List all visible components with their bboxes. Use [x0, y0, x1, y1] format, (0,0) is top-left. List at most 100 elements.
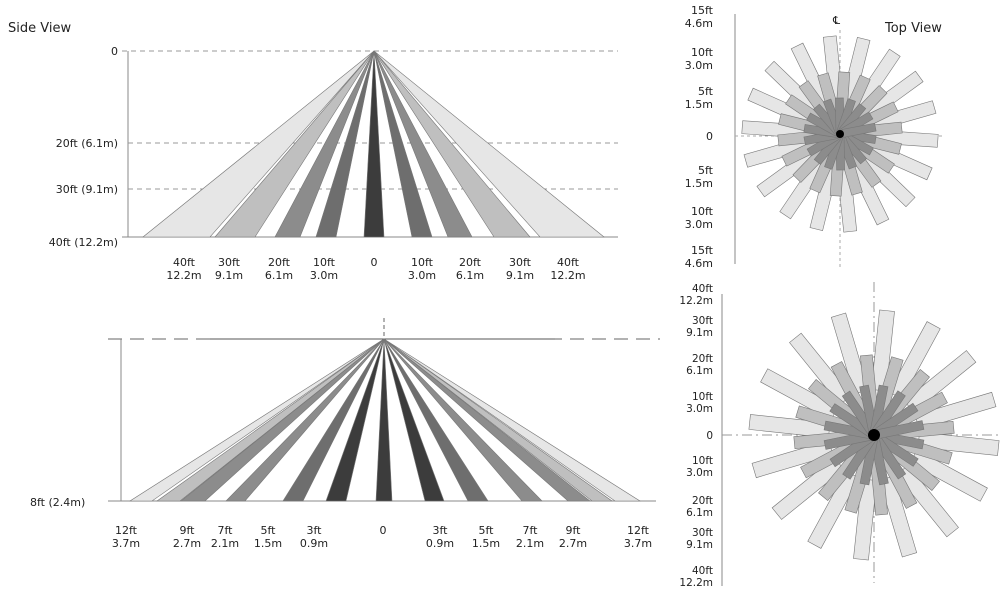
upper-side-beam: [363, 50, 385, 238]
upper-side-x-label-ft: 20ft: [268, 256, 291, 269]
lower-side-x-label-ft: 3ft: [433, 524, 449, 537]
lower-top-beam: [748, 414, 831, 439]
lower-side-x-label-m: 2.7m: [173, 537, 201, 550]
upper-side-beam: [274, 50, 375, 238]
upper-side-x-label-m: 3.0m: [408, 269, 436, 282]
upper-top-y-label-m: 1.5m: [685, 98, 713, 111]
lower-top-y-label-m: 12.2m: [679, 295, 713, 307]
lower-side-beams: [128, 338, 642, 502]
upper-side-y-label-40ft: 40ft (12.2m): [49, 236, 118, 249]
lower-top-beam: [751, 440, 834, 479]
lower-top-y-label-m: 9.1m: [686, 327, 713, 339]
lower-side-beam: [383, 338, 543, 502]
lower-top-beam: [896, 464, 959, 538]
upper-side-x-label-ft: 10ft: [411, 256, 434, 269]
lower-top-y-label-zero: 0: [706, 430, 713, 442]
upper-top-view: ℄ 15ft 4.6m 10ft 3.0m 5ft 1.5m 0 5ft 1.5…: [685, 4, 945, 270]
upper-side-x-label-m: 6.1m: [265, 269, 293, 282]
lower-side-view: 8ft (2.4m) 12ft 3.7m 9ft 2.7m 7ft 2.1m 5…: [30, 318, 660, 550]
lower-top-view: 40ft 12.2m 30ft 9.1m 20ft 6.1m 10ft 3.0m…: [679, 282, 1000, 589]
top-view-title: Top View: [884, 21, 942, 36]
upper-side-y-label-30ft: 30ft (9.1m): [56, 183, 118, 196]
lower-top-y-label-ft: 30ft: [692, 527, 713, 539]
upper-side-x-label-ft: 40ft: [557, 256, 580, 269]
upper-top-y-label-ft: 15ft: [691, 244, 714, 257]
lower-top-y-label-ft: 10ft: [692, 391, 713, 403]
lower-side-beam: [325, 338, 385, 502]
upper-side-x-label-ft: 10ft: [313, 256, 336, 269]
upper-top-y-label-zero: 0: [706, 130, 713, 143]
upper-top-y-label-ft: 10ft: [691, 46, 714, 59]
lower-top-y-label-m: 3.0m: [686, 403, 713, 415]
lower-top-beam: [807, 470, 860, 549]
lower-top-beam: [830, 312, 869, 395]
lower-top-y-label-ft: 30ft: [692, 315, 713, 327]
upper-top-y-label-m: 3.0m: [685, 59, 713, 72]
upper-side-beam: [214, 50, 375, 238]
upper-side-beam: [373, 50, 433, 238]
lower-side-x-label-ft: 5ft: [261, 524, 277, 537]
upper-side-view: 0 20ft (6.1m) 30ft (9.1m) 40ft (12.2m) 4…: [49, 45, 618, 282]
lower-top-beam: [888, 321, 941, 400]
lower-top-beam: [853, 478, 878, 561]
lower-side-x-label-ft: 9ft: [566, 524, 582, 537]
upper-side-x-label-m: 12.2m: [550, 269, 585, 282]
lower-side-x-label-m: 0.9m: [426, 537, 454, 550]
lower-side-x-label-ft: 7ft: [218, 524, 234, 537]
lower-top-beam: [917, 431, 1000, 456]
upper-side-x-label-m: 6.1m: [456, 269, 484, 282]
lower-top-beam: [789, 332, 852, 406]
lower-top-y-label-ft: 10ft: [692, 455, 713, 467]
lower-top-sensor-dot: [868, 429, 880, 441]
lower-top-beam: [760, 368, 839, 421]
lower-side-beam: [375, 338, 393, 502]
lower-side-beam: [383, 338, 445, 502]
lower-top-y-label-ft: 40ft: [692, 283, 713, 295]
upper-side-x-label-m: 9.1m: [506, 269, 534, 282]
lower-side-beam: [383, 338, 642, 502]
lower-side-x-label-ft: 7ft: [523, 524, 539, 537]
lower-side-x-label-ft: 12ft: [115, 524, 138, 537]
lower-side-x-label-m: 3.7m: [624, 537, 652, 550]
lower-top-y-label-m: 12.2m: [679, 577, 713, 589]
lower-side-x-label-ft: 9ft: [180, 524, 196, 537]
upper-side-x-label-zero: 0: [371, 256, 378, 269]
lower-top-y-label-ft: 20ft: [692, 495, 713, 507]
upper-top-y-label-m: 3.0m: [685, 218, 713, 231]
lower-side-x-label-m: 1.5m: [472, 537, 500, 550]
upper-top-y-label-ft: 5ft: [698, 85, 714, 98]
lower-side-x-label-m: 1.5m: [254, 537, 282, 550]
centerline-symbol: ℄: [832, 14, 840, 27]
lower-top-beam: [909, 449, 988, 502]
upper-side-x-label-ft: 30ft: [218, 256, 241, 269]
lower-side-beam: [383, 338, 591, 502]
lower-side-x-label-m: 0.9m: [300, 537, 328, 550]
upper-side-x-label-m: 9.1m: [215, 269, 243, 282]
lower-side-x-label-m: 2.1m: [211, 537, 239, 550]
upper-side-beam: [142, 50, 375, 238]
upper-side-beam: [373, 50, 531, 238]
lower-top-y-label-ft: 40ft: [692, 565, 713, 577]
lower-side-x-label-m: 2.1m: [516, 537, 544, 550]
upper-side-x-labels: 40ft 12.2m 30ft 9.1m 20ft 6.1m 10ft 3.0m…: [166, 256, 585, 282]
lower-side-x-label-m: 3.7m: [112, 537, 140, 550]
upper-top-y-label-ft: 5ft: [698, 164, 714, 177]
upper-top-y-label-ft: 10ft: [691, 205, 714, 218]
side-view-title: Side View: [8, 21, 71, 36]
lower-side-beam: [180, 338, 385, 502]
upper-side-y-label-20ft: 20ft (6.1m): [56, 137, 118, 150]
lower-side-beam: [282, 338, 385, 502]
upper-side-beam: [315, 50, 375, 238]
upper-side-beam: [373, 50, 605, 238]
lower-top-y-label-m: 9.1m: [686, 539, 713, 551]
lower-side-beam: [225, 338, 385, 502]
lower-side-x-label-ft: 5ft: [479, 524, 495, 537]
lower-side-beam: [156, 338, 385, 502]
lower-top-y-label-m: 6.1m: [686, 507, 713, 519]
lower-side-beam: [128, 338, 385, 502]
upper-side-x-label-ft: 20ft: [459, 256, 482, 269]
lower-top-beams: [748, 309, 1000, 561]
upper-side-x-label-m: 12.2m: [166, 269, 201, 282]
upper-top-y-label-ft: 15ft: [691, 4, 714, 17]
lower-side-y-label-8ft: 8ft (2.4m): [30, 496, 85, 509]
